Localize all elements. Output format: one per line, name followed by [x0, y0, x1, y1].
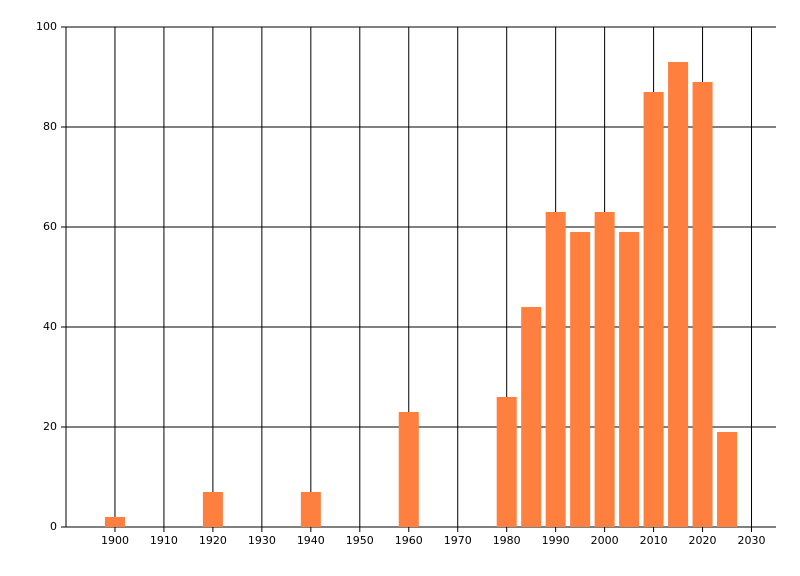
x-tick-label: 1940 [297, 534, 325, 547]
bar [692, 82, 713, 527]
y-tick-label: 80 [43, 120, 57, 133]
x-tick-label: 2030 [738, 534, 766, 547]
bar [521, 307, 542, 527]
y-tick-label: 100 [36, 20, 57, 33]
x-tick-label: 1970 [444, 534, 472, 547]
x-tick-label: 2010 [640, 534, 668, 547]
bar [398, 412, 419, 527]
bar [668, 62, 689, 527]
bar [496, 397, 517, 527]
bar [643, 92, 664, 527]
y-tick-label: 20 [43, 420, 57, 433]
x-tick-label: 1930 [248, 534, 276, 547]
x-tick-label: 2000 [591, 534, 619, 547]
bar [104, 517, 125, 527]
x-tick-label: 1920 [199, 534, 227, 547]
y-tick-label: 60 [43, 220, 57, 233]
x-tick-label: 1900 [101, 534, 129, 547]
y-tick-label: 0 [50, 520, 57, 533]
bar [570, 232, 591, 527]
x-tick-label: 1910 [150, 534, 178, 547]
x-tick-label: 1990 [542, 534, 570, 547]
bar [619, 232, 640, 527]
x-tick-label: 1980 [493, 534, 521, 547]
x-tick-label: 1950 [346, 534, 374, 547]
y-tick-label: 40 [43, 320, 57, 333]
bar [545, 212, 566, 527]
x-tick-label: 1960 [395, 534, 423, 547]
bar [717, 432, 738, 527]
bar [594, 212, 615, 527]
bar [300, 492, 321, 527]
bar [202, 492, 223, 527]
x-tick-label: 2020 [689, 534, 717, 547]
